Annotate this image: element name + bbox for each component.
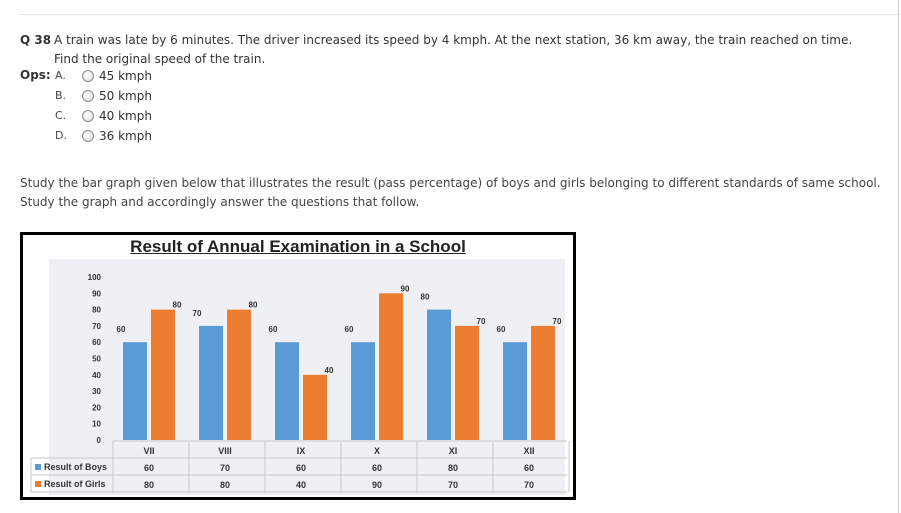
option-text[interactable]: 50 kmph xyxy=(99,89,152,103)
y-tick-label: 90 xyxy=(92,289,101,298)
table-value: 40 xyxy=(296,480,306,490)
data-label: 80 xyxy=(421,293,430,302)
y-tick-label: 40 xyxy=(92,371,101,380)
option-letter: D. xyxy=(55,129,67,142)
data-label: 70 xyxy=(477,317,486,326)
y-tick-label: 0 xyxy=(97,436,102,445)
option-text[interactable]: 40 kmph xyxy=(99,109,152,123)
options-label: Ops: xyxy=(20,68,51,82)
table-value: 90 xyxy=(372,480,382,490)
table-value: 80 xyxy=(448,463,458,473)
bar-girls xyxy=(151,309,175,440)
passage-text: Study the bar graph given below that ill… xyxy=(20,176,881,209)
data-label: 70 xyxy=(193,309,202,318)
category-label: XII xyxy=(523,446,534,456)
category-label: IX xyxy=(297,446,306,456)
bar-girls xyxy=(455,325,479,440)
data-label: 90 xyxy=(401,284,410,293)
option-letter: C. xyxy=(55,109,67,122)
top-divider xyxy=(20,14,900,15)
bar-boys xyxy=(427,309,451,440)
data-label: 60 xyxy=(269,325,278,334)
chart-figure: Result of Annual Examination in a School… xyxy=(20,232,576,500)
bar-chart: 0 10 20 30 40 50 60 70 80 90 100 60 80 70 80 60 40 60 90 80… xyxy=(30,273,570,493)
radio-button[interactable] xyxy=(82,90,94,102)
category-label: X xyxy=(374,446,380,456)
category-label: VIII xyxy=(218,446,232,456)
data-label: 60 xyxy=(497,325,506,334)
legend-label: Result of Boys xyxy=(44,462,107,472)
bar-girls xyxy=(227,309,251,440)
table-value: 60 xyxy=(144,463,154,473)
data-label: 80 xyxy=(249,301,258,310)
y-tick-label: 30 xyxy=(92,387,101,396)
table-value: 70 xyxy=(524,480,534,490)
y-tick-label: 70 xyxy=(92,322,101,331)
right-divider xyxy=(898,0,899,513)
y-tick-label: 50 xyxy=(92,355,101,364)
category-label: XI xyxy=(449,446,458,456)
bar-boys xyxy=(503,342,527,440)
question-text: A train was late by 6 minutes. The drive… xyxy=(54,33,853,66)
bar-boys xyxy=(123,342,147,440)
option-text[interactable]: 36 kmph xyxy=(99,129,152,143)
table-value: 80 xyxy=(144,480,154,490)
y-tick-label: 10 xyxy=(92,420,101,429)
radio-button[interactable] xyxy=(82,70,94,82)
data-label: 40 xyxy=(325,366,334,375)
y-tick-label: 60 xyxy=(92,338,101,347)
bar-girls xyxy=(531,325,555,440)
y-tick-label: 20 xyxy=(92,403,101,412)
table-value: 60 xyxy=(372,463,382,473)
question-number: Q 38 xyxy=(20,33,52,47)
table-value: 80 xyxy=(220,480,230,490)
data-label: 70 xyxy=(553,317,562,326)
legend-swatch-boys xyxy=(35,464,41,470)
option-letter: A. xyxy=(55,69,66,82)
chart-title: Result of Annual Examination in a School xyxy=(130,237,466,256)
y-tick-label: 80 xyxy=(92,306,101,315)
radio-button[interactable] xyxy=(82,110,94,122)
table-value: 70 xyxy=(448,480,458,490)
bar-girls xyxy=(379,293,403,440)
y-tick-label: 100 xyxy=(88,273,102,282)
table-value: 70 xyxy=(220,463,230,473)
option-letter: B. xyxy=(55,89,67,102)
category-label: VII xyxy=(143,446,154,456)
bar-boys xyxy=(351,342,375,440)
legend-label: Result of Girls xyxy=(44,479,106,489)
radio-button[interactable] xyxy=(82,130,94,142)
bar-boys xyxy=(199,325,223,440)
bar-girls xyxy=(303,374,327,440)
bar-boys xyxy=(275,342,299,440)
option-text[interactable]: 45 kmph xyxy=(99,69,152,83)
data-label: 60 xyxy=(345,325,354,334)
legend-swatch-girls xyxy=(35,481,41,487)
table-value: 60 xyxy=(296,463,306,473)
data-label: 60 xyxy=(117,325,126,334)
table-value: 60 xyxy=(524,463,534,473)
data-label: 80 xyxy=(173,301,182,310)
